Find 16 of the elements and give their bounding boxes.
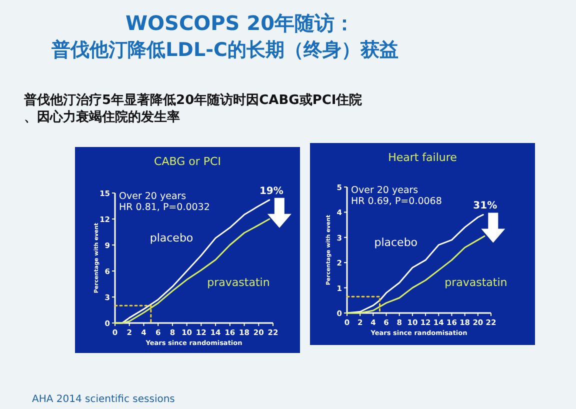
annotation: HR 0.81, P=0.0032 — [119, 202, 210, 213]
series-label: placebo — [150, 231, 194, 244]
text: 普伐他汀降低LDL-C的长期（终身）获益 — [50, 39, 398, 61]
annotation: HR 0.69, P=0.0068 — [351, 196, 442, 207]
annotation: 31% — [473, 200, 498, 212]
chart-title: CABG or PCI — [154, 155, 221, 168]
text: WOSCOPS 20年随访： — [125, 11, 355, 35]
chart-title: Heart failure — [388, 151, 458, 164]
annotation: Over 20 years — [119, 191, 186, 202]
text: 普伐他汀治疗5年显著降低20年随访时因CABG或PCI住院、因心力衰竭住院的发生率 — [23, 92, 362, 125]
annotation: Over 20 years — [351, 185, 418, 196]
annotation: 19% — [259, 186, 284, 197]
text: AHA 2014 scientific sessions — [32, 394, 175, 405]
series-label: placebo — [374, 236, 418, 250]
series-label: pravastatin — [444, 276, 508, 290]
series-label: pravastatin — [207, 276, 270, 290]
